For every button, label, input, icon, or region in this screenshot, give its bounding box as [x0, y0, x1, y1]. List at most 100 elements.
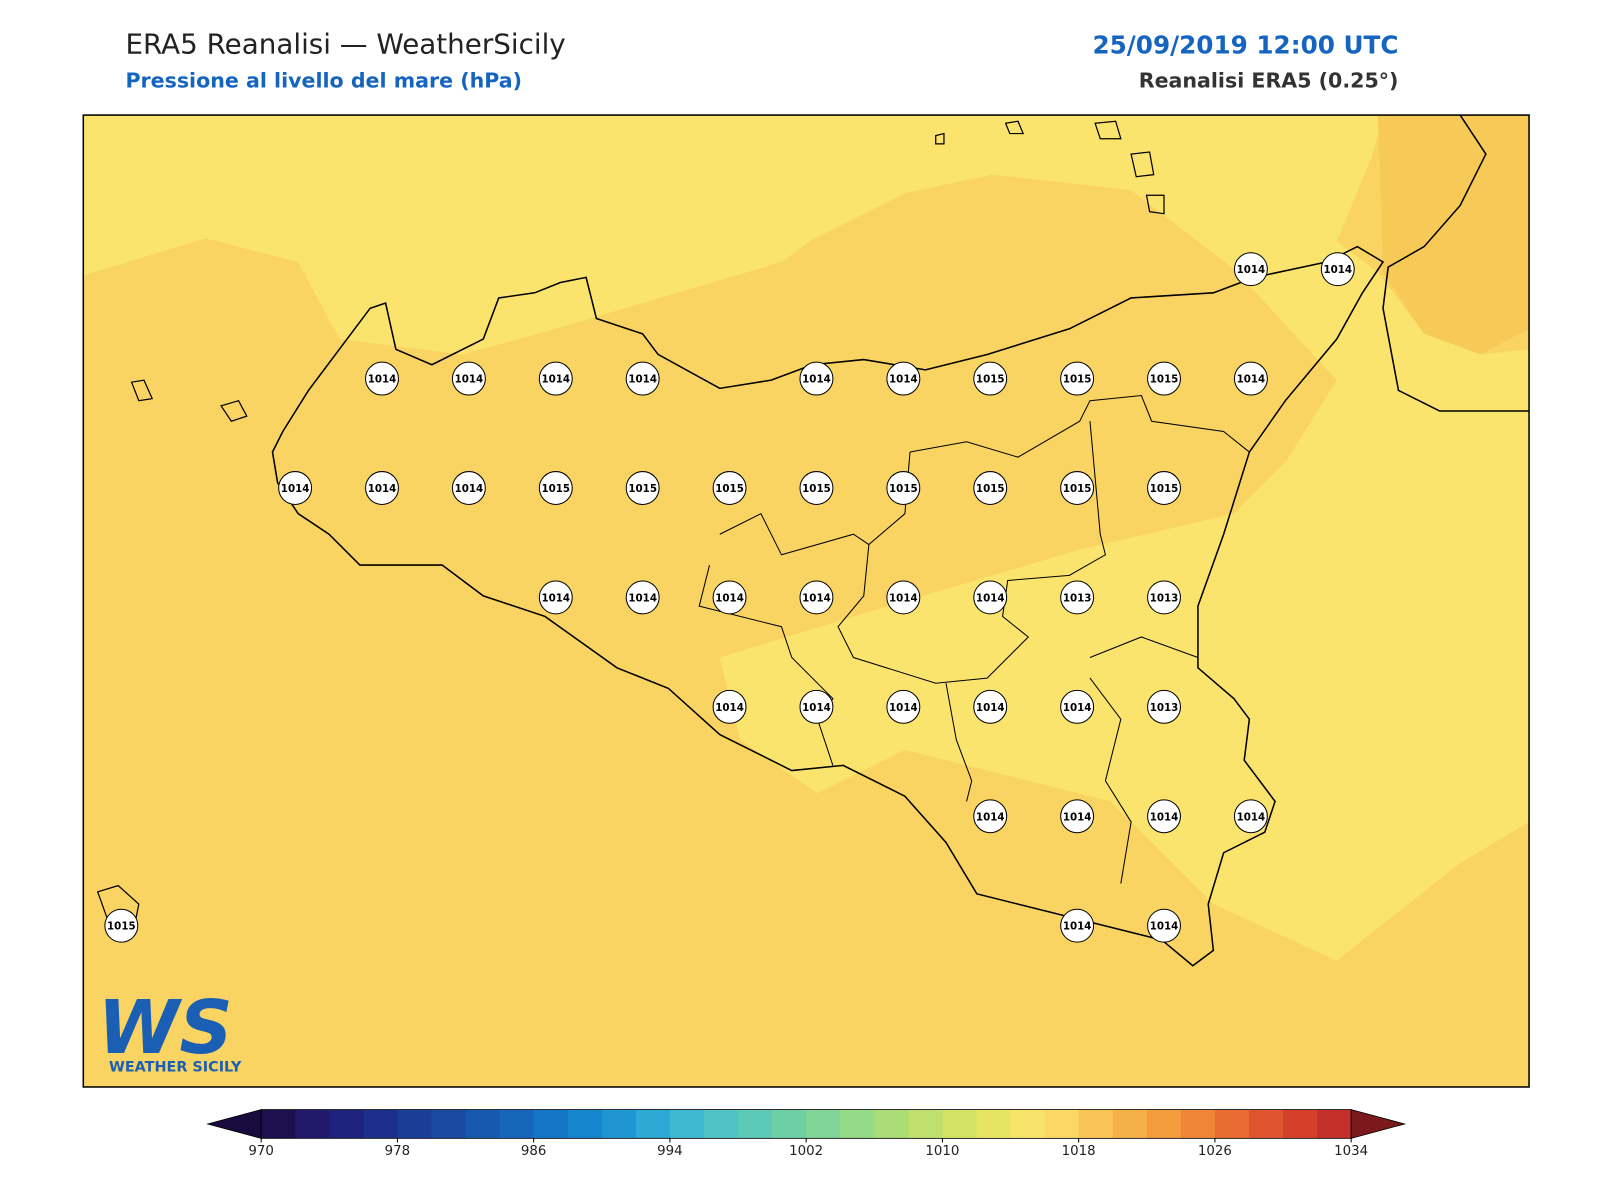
station-value: 1013: [1150, 592, 1179, 604]
station-marker: [799, 361, 834, 396]
colorbar-bin: [567, 1109, 603, 1139]
colorbar-bin: [806, 1109, 841, 1139]
station-value: 1014: [802, 702, 831, 714]
stations: 1014 1014 1014 1014 1014 1014 1014 1014 1015 1015…: [104, 252, 1355, 943]
station-marker: [973, 689, 1008, 724]
station: 1015: [1060, 361, 1095, 396]
colorbar-bin: [908, 1109, 943, 1139]
colorbar-bin: [1248, 1109, 1284, 1139]
station: 1015: [1147, 471, 1181, 505]
colorbar-bin: [261, 1109, 296, 1139]
colorbar-bin: [1078, 1109, 1114, 1139]
datetime: 25/09/2019 12:00 UTC: [1092, 30, 1398, 59]
colorbar-bin: [703, 1109, 739, 1139]
station: 1014: [1060, 799, 1095, 834]
station-marker: [1233, 252, 1268, 287]
borders: [698, 394, 1250, 884]
station-value: 1014: [1063, 921, 1092, 933]
station-marker: [625, 471, 660, 505]
station-marker: [365, 471, 399, 505]
field-band: [1377, 115, 1530, 355]
islands: [96, 120, 1165, 936]
colorbar-bin: [1146, 1109, 1182, 1139]
station-marker: [886, 361, 921, 396]
station-value: 1014: [715, 702, 744, 714]
station: 1014: [1233, 361, 1268, 396]
colorbar: 970 978 986 994 1002 1010 1018 1026 1034: [206, 1109, 1407, 1159]
station-value: 1014: [541, 374, 570, 386]
station-value: 1014: [455, 483, 484, 495]
source: Reanalisi ERA5 (0.25°): [1139, 68, 1399, 92]
station-value: 1013: [1150, 702, 1179, 714]
station-value: 1014: [976, 702, 1005, 714]
colorbar-extend: [206, 1109, 262, 1139]
colorbar-tick-label: 1026: [1198, 1144, 1232, 1159]
logo: WS WEATHER SICILY: [98, 985, 242, 1075]
station-marker: [1060, 908, 1095, 943]
station-value: 1015: [1063, 374, 1092, 386]
station: 1015: [973, 361, 1008, 396]
station-marker: [1060, 471, 1095, 505]
colorbar-bin: [601, 1109, 637, 1139]
station-marker: [1060, 799, 1095, 834]
station: 1014: [886, 689, 921, 724]
station: 1015: [973, 471, 1008, 505]
station: 1015: [799, 471, 834, 505]
station: 1014: [1320, 252, 1355, 287]
station-marker: [451, 361, 486, 396]
station: 1013: [1147, 689, 1181, 724]
station-value: 1014: [1237, 264, 1266, 276]
station-value: 1014: [541, 592, 570, 604]
station: 1014: [278, 471, 313, 505]
station-value: 1014: [715, 592, 744, 604]
station-value: 1014: [976, 811, 1005, 823]
station: 1014: [1233, 799, 1268, 834]
station-marker: [1147, 908, 1181, 943]
logo-letters: WS: [98, 985, 233, 1071]
station-value: 1014: [368, 483, 397, 495]
station-value: 1014: [1063, 811, 1092, 823]
colorbar-bin: [533, 1109, 569, 1139]
station: 1014: [625, 580, 660, 615]
station-marker: [538, 361, 573, 396]
station: 1015: [1060, 471, 1095, 505]
station-value: 1014: [1237, 374, 1266, 386]
station: 1014: [973, 799, 1008, 834]
station-value: 1015: [1063, 483, 1092, 495]
station-marker: [886, 689, 921, 724]
station-marker: [712, 471, 747, 505]
station: 1015: [1147, 361, 1181, 396]
station-marker: [538, 580, 573, 615]
map-frame: [82, 114, 1530, 1088]
colorbar-bin: [976, 1109, 1012, 1139]
colorbar-bin: [1044, 1109, 1080, 1139]
station: 1014: [799, 580, 834, 615]
station: 1014: [451, 471, 486, 505]
station: 1014: [1147, 908, 1181, 943]
coastline: [271, 245, 1385, 967]
station: 1014: [886, 580, 921, 615]
colorbar-bin: [635, 1109, 671, 1139]
colorbar-bin: [329, 1109, 364, 1139]
station-marker: [1233, 361, 1268, 396]
colorbar-bin: [669, 1109, 705, 1139]
station-value: 1015: [976, 374, 1005, 386]
station-marker: [1060, 689, 1095, 724]
station: 1014: [538, 361, 573, 396]
station-value: 1015: [107, 921, 136, 933]
station: 1014: [538, 580, 573, 615]
station-value: 1014: [889, 374, 918, 386]
station: 1014: [365, 471, 399, 505]
station: 1014: [712, 689, 747, 724]
station-value: 1014: [802, 592, 831, 604]
station-value: 1014: [889, 702, 918, 714]
station: 1015: [104, 908, 139, 943]
station-value: 1014: [1237, 811, 1266, 823]
colorbar-bin: [1283, 1109, 1318, 1139]
colorbar-bin: [942, 1109, 977, 1139]
station-value: 1014: [455, 374, 484, 386]
station: 1014: [712, 580, 747, 615]
station: 1014: [1060, 689, 1095, 724]
station-marker: [799, 580, 834, 615]
